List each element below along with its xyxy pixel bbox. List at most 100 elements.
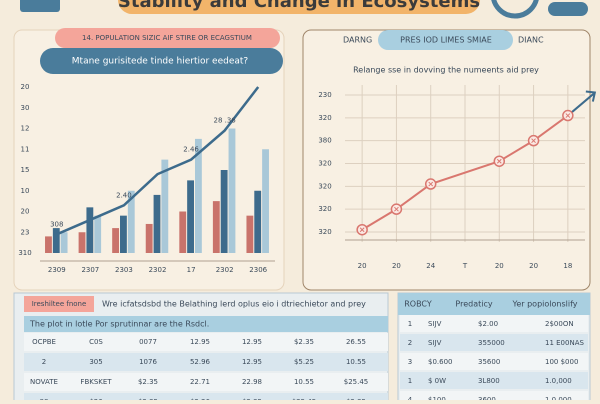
table-cell: 10.55 <box>294 378 314 386</box>
y-tick-label: 320 <box>318 205 331 213</box>
bar <box>112 228 120 253</box>
table-header: ROBCY <box>404 300 432 309</box>
bar <box>60 232 68 253</box>
y-tick-label: 15 <box>21 166 30 174</box>
bar <box>220 170 228 253</box>
table-cell: 100 $000 <box>545 358 578 366</box>
table-cell: 0077 <box>139 338 157 346</box>
x-tick-label: 18 <box>563 262 572 270</box>
y-tick-label: 30 <box>21 104 30 112</box>
table-cell: C0S <box>89 338 103 346</box>
left-table: OCPBE C0S 0077 12.95 12.95 $2.35 26.55 2 305 1076… <box>24 333 388 404</box>
table-row <box>400 334 588 351</box>
bar <box>52 228 60 253</box>
y-tick-label: 230 <box>318 91 331 99</box>
y-tick-label: 11 <box>21 145 30 153</box>
table-cell: 2 <box>408 339 412 347</box>
table-cell: 52.96 <box>190 358 211 366</box>
table-heading: Wre icfatsdsbd the Belathing lerd oplus … <box>102 300 366 309</box>
table-cell: 305 <box>89 358 102 366</box>
table-cell: 4 <box>408 396 413 400</box>
table-cell: 1.0,000 <box>545 396 572 400</box>
bar <box>86 207 94 253</box>
table-cell: 1076 <box>139 358 157 366</box>
bar <box>145 223 153 253</box>
icon <box>548 2 588 16</box>
table-cell: 2$00ON <box>545 320 574 328</box>
table-cell: $100 <box>428 396 446 400</box>
bar <box>194 138 202 253</box>
annotation: 28 .36 <box>214 117 237 125</box>
x-tick-label: 20 <box>495 262 504 270</box>
table-row <box>24 333 388 351</box>
page-title: Stability and Change in Ecosystems <box>118 0 480 12</box>
table-cell: 1.0,000 <box>545 377 572 385</box>
x-tick-label: 2303 <box>115 266 133 274</box>
point-cross <box>428 181 434 187</box>
table-cell: 3 <box>408 358 412 366</box>
y-tick-label: 20 <box>21 208 30 216</box>
table-cell: 3600 <box>478 396 496 400</box>
y-tick-label: 310 <box>18 249 31 257</box>
title-banner <box>118 0 480 14</box>
table-cell: SIJV <box>428 320 442 328</box>
tag: DARNG <box>343 36 372 45</box>
bar <box>262 149 269 253</box>
table-cell: 3L800 <box>478 377 500 385</box>
y-tick-label: 12 <box>21 125 30 133</box>
table-cell: 12.95 <box>242 338 262 346</box>
point-cross <box>565 113 571 118</box>
bar <box>45 236 52 253</box>
table-cell: $25.45 <box>344 378 369 386</box>
table-row <box>400 372 588 389</box>
icon <box>20 0 60 12</box>
point-cross <box>394 206 399 212</box>
table-cell: $ 0W <box>428 377 446 385</box>
tag-pill <box>24 296 94 312</box>
trend-line <box>56 86 260 236</box>
point-cross <box>531 138 536 144</box>
table-cell: $5.25 <box>294 358 314 366</box>
x-tick-label: T <box>462 262 468 270</box>
table-cell: NOVATE <box>30 378 58 386</box>
table-cell: $2.35 <box>294 338 314 346</box>
annotation: 2.40 <box>116 191 132 199</box>
annotation: 2.46 <box>183 146 199 154</box>
x-tick-label: 17 <box>187 266 196 274</box>
chart-title: PRES IOD LIMES SMIAE <box>400 36 492 45</box>
table-row <box>400 353 588 370</box>
tag: DIANC <box>518 36 544 45</box>
table-cell: SIJV <box>428 339 442 347</box>
table-cell: 355000 <box>478 339 505 347</box>
header-bar <box>398 293 590 315</box>
data-line <box>361 114 569 231</box>
bar <box>120 215 127 253</box>
bar <box>228 128 236 253</box>
bar <box>246 215 254 253</box>
y-tick-label: 380 <box>318 137 331 145</box>
bar <box>78 232 86 253</box>
x-tick-label: 24 <box>426 262 435 270</box>
table-cell: 1 <box>408 377 412 385</box>
chart-title: 14. POPULATION SIZIC AIF STIRE OR ECAGST… <box>82 34 252 42</box>
bar <box>127 190 135 253</box>
table-header: Predaticy <box>455 300 492 309</box>
table-tag: Ireshiltee fnone <box>32 300 87 308</box>
table-cell: 2 <box>42 358 46 366</box>
x-tick-label: 2306 <box>249 266 267 274</box>
bar <box>179 211 187 253</box>
x-tick-label: 2302 <box>216 266 234 274</box>
table-row <box>400 315 588 332</box>
bar <box>94 215 102 253</box>
bar <box>254 190 262 253</box>
table-caption: The plot in lotle Por sprutinnar are the… <box>29 320 209 329</box>
y-tick-label: 320 <box>318 228 331 236</box>
icon <box>491 0 539 19</box>
point-cross <box>359 227 365 233</box>
table-cell: 11 E00NAS <box>545 339 584 347</box>
table-cell: 22.98 <box>242 378 262 386</box>
table-row <box>24 393 388 404</box>
table-cell: $2.35 <box>138 378 158 386</box>
